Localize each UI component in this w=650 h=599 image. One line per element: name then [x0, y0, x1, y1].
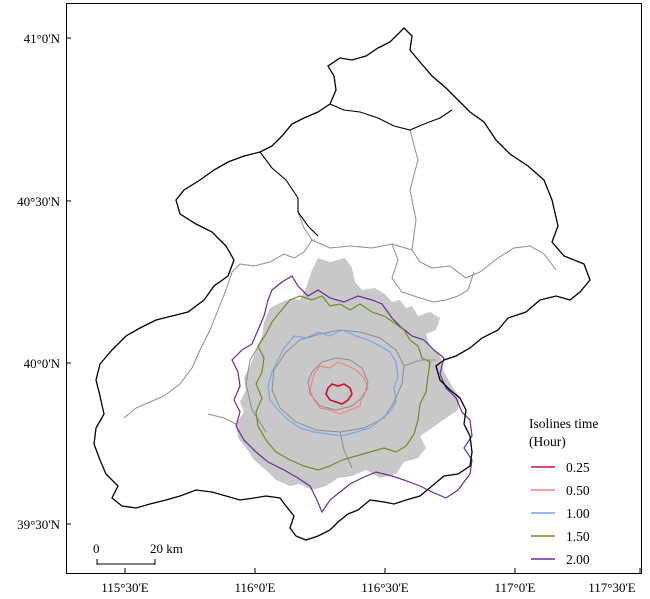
legend-label-1-00: 1.00 [566, 506, 590, 521]
isoline-2-00 [231, 275, 473, 514]
legend-label-2-00: 2.00 [566, 552, 590, 567]
scale-bar-start-label: 0 [93, 541, 100, 556]
scale-bar-end-label: 20 km [150, 541, 183, 556]
legend-title-line2: (Hour) [529, 434, 566, 449]
lon-label-117-30: 117°30'E [588, 580, 636, 595]
beijing-boundary [93, 27, 591, 541]
lat-label-40-30: 40°30'N [17, 194, 61, 209]
northern-district-lines [259, 103, 453, 237]
urban-area [236, 258, 460, 490]
lon-label-116: 116°0'E [235, 580, 276, 595]
scale-bar: 0 20 km [93, 541, 183, 565]
lat-label-41: 41°0'N [24, 31, 61, 46]
lon-label-115-30: 115°30'E [101, 580, 149, 595]
legend-title-line1: Isolines time [529, 416, 598, 431]
lat-label-39-30: 39°30'N [17, 517, 61, 532]
legend-label-0-25: 0.25 [566, 460, 590, 475]
lon-label-116-30: 116°30'E [361, 580, 409, 595]
lat-ticks [66, 37, 71, 525]
isoline-0-25 [325, 383, 353, 405]
lon-label-117: 117°0'E [495, 580, 536, 595]
lat-label-40: 40°0'N [24, 356, 61, 371]
isoline-1-50 [255, 295, 431, 471]
legend: Isolines time (Hour) 0.25 0.50 1.00 1.50… [529, 416, 598, 567]
isoline-1-00 [267, 329, 399, 437]
legend-label-1-50: 1.50 [566, 529, 590, 544]
isoline-0-50 [309, 361, 369, 415]
lon-ticks [124, 568, 641, 574]
map-frame [66, 3, 642, 574]
legend-label-0-50: 0.50 [566, 483, 590, 498]
